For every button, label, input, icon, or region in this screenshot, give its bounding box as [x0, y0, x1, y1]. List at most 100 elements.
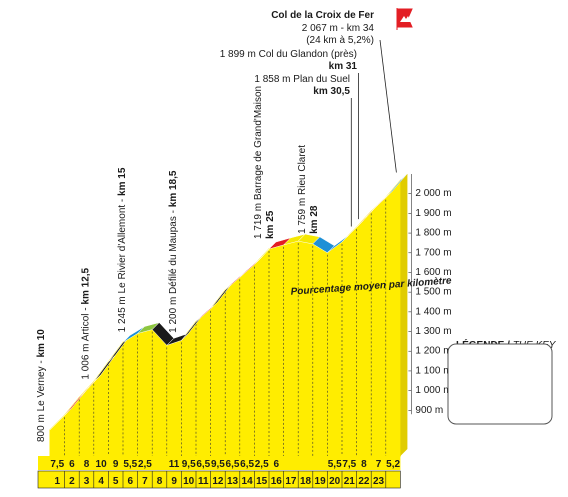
km-label: 23 — [373, 476, 385, 487]
km-label: 9 — [171, 476, 177, 487]
gradient-label: 11 — [169, 459, 180, 470]
km-label: 18 — [300, 476, 312, 487]
annotation-text: 1 759 m Rieu Claret — [297, 145, 308, 234]
profile-face — [284, 241, 299, 456]
gradient-label: 6 — [274, 459, 280, 470]
gradient-label: 5,2 — [386, 459, 400, 470]
km-label: 14 — [242, 476, 254, 487]
profile — [38, 173, 407, 488]
gradient-label: 7 — [376, 459, 382, 470]
gradient-label: 7,5 — [50, 459, 64, 470]
annotation: 1 858 m Plan du Suel — [254, 74, 350, 85]
legend-box — [448, 344, 552, 424]
gradient-label: 5,5 — [123, 459, 137, 470]
gradient-label: 6,5 — [196, 459, 210, 470]
annotation-km: km 12,5 — [81, 267, 92, 304]
annotation: 800 m Le Verney - km 10 — [36, 329, 47, 442]
annotation: 1 200 m Défilé du Maupas - km 18,5 — [168, 170, 179, 333]
gradient-label: 2,5 — [138, 459, 152, 470]
y-tick-label: 2 000 m — [415, 188, 451, 199]
gradient-label: 10 — [96, 459, 108, 470]
annotation-text: 1 899 m Col du Glandon (près) — [220, 49, 357, 60]
annotation-km: km 25 — [265, 210, 276, 239]
summit-name: Col de la Croix de Fer — [271, 10, 374, 21]
gradient-label: 2,5 — [255, 459, 269, 470]
profile-face — [240, 265, 255, 456]
annotation-text: 1 200 m Défilé du Maupas - — [168, 207, 179, 333]
y-tick-label: 1 900 m — [415, 208, 451, 219]
km-label: 1 — [55, 476, 61, 487]
annotation-text: 1 719 m Barrage de Grand'Maison — [253, 86, 264, 239]
profile-face — [342, 227, 357, 456]
km-label: 6 — [128, 476, 134, 487]
km-label: 21 — [344, 476, 356, 487]
profile-face — [94, 362, 109, 456]
annotation: 1 719 m Barrage de Grand'Maison — [253, 86, 264, 239]
annotation-text: 1 858 m Plan du Suel — [254, 74, 350, 85]
gradient-label: 8 — [361, 459, 367, 470]
annotation-km: km 10 — [36, 329, 47, 358]
y-tick-label: 1 300 m — [415, 326, 451, 337]
summit-line: (24 km à 5,2%) — [306, 35, 374, 46]
annotation: 1 759 m Rieu Claret — [297, 145, 308, 234]
km-label: 16 — [271, 476, 283, 487]
annotation-text: 1 245 m Le Rivier d'Allemont - — [117, 196, 128, 332]
annotation-km: km 18,5 — [168, 170, 179, 207]
annotation-km: km 30,5 — [313, 86, 350, 97]
profile-face — [211, 290, 226, 456]
annotation: 1 899 m Col du Glandon (près) — [220, 49, 357, 60]
y-tick-label: 1 800 m — [415, 228, 451, 239]
km-label: 7 — [142, 476, 148, 487]
profile-face — [371, 198, 386, 456]
km-label: 17 — [285, 476, 297, 487]
profile-face — [357, 211, 372, 456]
profile-face — [225, 277, 240, 456]
annotation-km: km 28 — [309, 205, 320, 234]
annotation: 1 006 m Articol - km 12,5 — [81, 267, 92, 379]
profile-face — [327, 242, 342, 456]
km-label: 5 — [113, 476, 119, 487]
annotation: 1 245 m Le Rivier d'Allemont - km 15 — [117, 167, 128, 332]
gradient-label: 5,5 — [328, 459, 342, 470]
profile-face — [386, 180, 401, 456]
y-tick-label: 900 m — [415, 405, 443, 416]
profile-face — [123, 334, 138, 456]
profile-face — [181, 322, 196, 456]
y-tick-label: 1 100 m — [415, 365, 451, 376]
km-label: 20 — [329, 476, 341, 487]
gradient-label: 9,5 — [211, 459, 225, 470]
y-tick-label: 1 000 m — [415, 385, 451, 396]
km-label: 11 — [198, 476, 209, 487]
profile-face — [79, 382, 94, 456]
km-label: 13 — [227, 476, 239, 487]
gradient-label: 9,5 — [182, 459, 196, 470]
leader-line — [380, 40, 396, 172]
km-label: 19 — [315, 476, 327, 487]
annotation: km 28 — [309, 205, 320, 234]
annotation-text: 800 m Le Verney - — [36, 358, 47, 443]
profile-face — [152, 330, 167, 456]
gradient-label: 9 — [113, 459, 119, 470]
summit-line: 2 067 m - km 34 — [302, 23, 375, 34]
profile-face — [298, 241, 313, 456]
profile-face — [254, 249, 269, 456]
profile-face — [138, 330, 153, 456]
annotation-km: km 31 — [329, 61, 358, 72]
km-label: 10 — [183, 476, 195, 487]
annotation: km 31 — [329, 61, 358, 72]
profile-face — [313, 244, 328, 456]
profile-face — [196, 309, 211, 456]
gradient-label: 8 — [84, 459, 90, 470]
y-tick-label: 1 200 m — [415, 346, 451, 357]
annotation-km: km 15 — [117, 167, 128, 196]
km-label: 22 — [358, 476, 370, 487]
profile-face — [269, 245, 284, 456]
annotation: km 25 — [265, 210, 276, 239]
y-tick-label: 1 400 m — [415, 306, 451, 317]
annotation: km 30,5 — [313, 86, 350, 97]
km-label: 3 — [84, 476, 90, 487]
profile-face — [50, 415, 65, 456]
gradient-label: 7,5 — [342, 459, 356, 470]
km-label: 2 — [69, 476, 75, 487]
